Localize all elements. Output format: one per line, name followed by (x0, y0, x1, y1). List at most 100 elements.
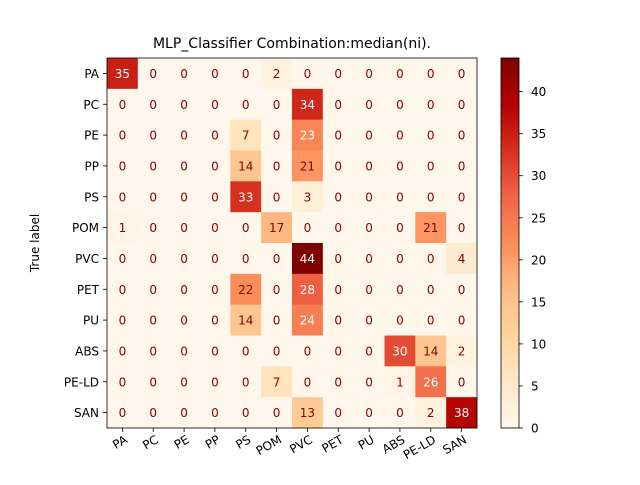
heatmap-cell (322, 119, 354, 151)
colorbar (500, 57, 520, 429)
cell-value-label: 0 (211, 344, 219, 358)
heatmap-cell (322, 212, 354, 244)
heatmap-cell (261, 88, 293, 120)
cell-value-label: 0 (458, 283, 466, 297)
heatmap-cell (322, 397, 354, 429)
cell-value-label: 7 (273, 375, 281, 389)
cell-value-label: 23 (300, 129, 315, 143)
cell-value-label: 0 (180, 98, 188, 112)
cell-value-label: 0 (334, 375, 342, 389)
cell-value-label: 0 (149, 375, 157, 389)
heatmap-cell (353, 366, 385, 398)
heatmap-cells (107, 58, 478, 429)
cell-value-label: 0 (458, 375, 466, 389)
cell-value-label: 0 (396, 252, 404, 266)
heatmap-cell (261, 243, 293, 275)
heatmap-cell (353, 397, 385, 429)
heatmap-cell (199, 366, 231, 398)
heatmap-cell (107, 243, 139, 275)
cell-value-label: 0 (149, 129, 157, 143)
heatmap-cell (107, 304, 139, 336)
heatmap-cell (446, 335, 478, 367)
cell-value-label: 26 (423, 375, 438, 389)
heatmap-cell (107, 335, 139, 367)
y-tick-label: POM (72, 221, 99, 235)
cell-value-label: 0 (304, 221, 312, 235)
heatmap-cell (107, 366, 139, 398)
heatmap-cell (199, 119, 231, 151)
cell-value-label: 0 (334, 344, 342, 358)
heatmap-cell (230, 366, 262, 398)
heatmap-cell (384, 150, 416, 182)
heatmap-cell (137, 304, 169, 336)
cell-value-label: 4 (458, 252, 466, 266)
cell-value-label: 0 (149, 159, 157, 173)
heatmap-cell (261, 366, 293, 398)
cell-value-label: 0 (427, 283, 435, 297)
heatmap-cell (322, 150, 354, 182)
cell-value-label: 44 (300, 252, 315, 266)
heatmap-cell (261, 150, 293, 182)
cell-value-label: 0 (119, 283, 127, 297)
cell-value-label: 0 (119, 159, 127, 173)
heatmap-cell (353, 58, 385, 90)
cell-value-label: 0 (365, 283, 373, 297)
plot-frame (106, 57, 478, 429)
cell-value-label: 0 (304, 67, 312, 81)
cell-value-label: 0 (273, 190, 281, 204)
heatmap-cell (322, 304, 354, 336)
cell-value-label: 0 (334, 129, 342, 143)
colorbar-tick-label: 0 (531, 422, 539, 436)
cell-value-label: 0 (211, 314, 219, 328)
heatmap-cell (353, 88, 385, 120)
heatmap-cell (353, 335, 385, 367)
heatmap-cell (415, 119, 447, 151)
heatmap-cell (415, 243, 447, 275)
heatmap-cell (446, 150, 478, 182)
heatmap-cell (107, 119, 139, 151)
cell-value-label: 0 (427, 129, 435, 143)
cell-value-label: 0 (242, 98, 250, 112)
cell-value-label: 0 (242, 406, 250, 420)
heatmap-cell (168, 58, 200, 90)
cell-value-label: 0 (273, 159, 281, 173)
y-tick-label: PE (84, 129, 99, 143)
cell-value-label: 0 (365, 190, 373, 204)
heatmap-cell (137, 119, 169, 151)
heatmap-cell (230, 181, 262, 213)
colorbar-tick-label: 5 (531, 379, 539, 393)
y-tick-label: PS (84, 190, 99, 204)
cell-value-label: 0 (180, 406, 188, 420)
cell-value-label: 0 (149, 406, 157, 420)
heatmap-cell (322, 335, 354, 367)
cell-value-label: 1 (119, 221, 127, 235)
colorbar-tick-label: 20 (531, 253, 546, 267)
heatmap-cell (353, 212, 385, 244)
y-tick-label: PET (77, 283, 100, 297)
cell-value-label: 0 (119, 98, 127, 112)
heatmap-cell (199, 243, 231, 275)
heatmap-cell (384, 366, 416, 398)
heatmap-cell (384, 243, 416, 275)
heatmap-cell (322, 181, 354, 213)
cell-value-label: 0 (180, 221, 188, 235)
heatmap-cell (322, 243, 354, 275)
heatmap-cell (384, 181, 416, 213)
cell-value-label: 0 (365, 314, 373, 328)
cell-value-label: 0 (119, 314, 127, 328)
cell-value-label: 0 (180, 314, 188, 328)
heatmap-cell (107, 58, 139, 90)
cell-value-label: 0 (211, 67, 219, 81)
x-tick-label: PS (233, 432, 253, 452)
heatmap-cell (137, 366, 169, 398)
heatmap-cell (322, 88, 354, 120)
cell-value-label: 2 (427, 406, 435, 420)
cell-value-label: 0 (180, 190, 188, 204)
cell-value-label: 0 (304, 344, 312, 358)
heatmap-cell (199, 335, 231, 367)
heatmap-cell (261, 181, 293, 213)
cell-value-label: 3 (304, 190, 312, 204)
heatmap-cell (415, 366, 447, 398)
cell-value-label: 28 (300, 283, 315, 297)
x-tick-label: PA (110, 432, 130, 452)
